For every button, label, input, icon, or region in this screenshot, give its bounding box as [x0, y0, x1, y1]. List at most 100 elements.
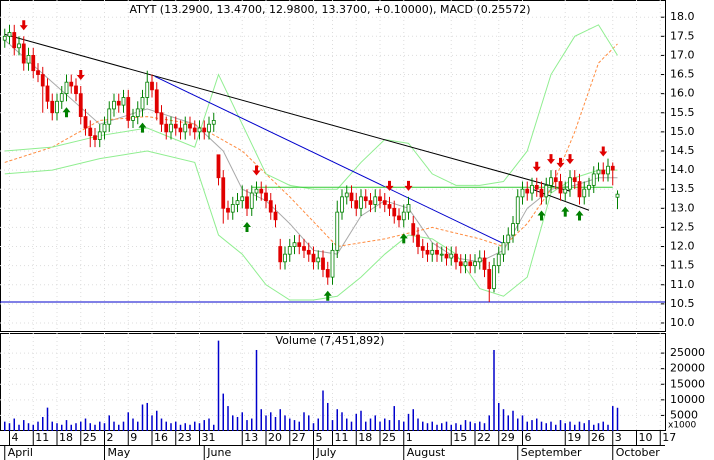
volume-bar: [236, 416, 239, 431]
volume-bar: [18, 424, 20, 431]
candle-body: [558, 181, 563, 194]
x-tick-label: 17: [662, 431, 676, 444]
y-tick-label: 13.0: [670, 201, 695, 214]
volume-bar: [469, 421, 471, 431]
volume-bar: [374, 415, 376, 431]
x-tick-label: 5: [316, 431, 323, 444]
x-tick-label: 27: [292, 431, 306, 444]
candle-body: [135, 108, 140, 117]
volume-bar: [298, 421, 300, 431]
volume-bar: [460, 424, 462, 431]
volume-tick-label: 5000: [670, 408, 698, 421]
x-tick-label: 23: [178, 431, 192, 444]
volume-bar: [578, 421, 581, 431]
candle-body: [131, 116, 135, 121]
volume-bar: [4, 421, 6, 431]
x-tick-label: 11: [35, 431, 49, 444]
indicator-line: [4, 24, 618, 190]
volume-bar: [279, 409, 281, 431]
candle-body: [515, 196, 520, 224]
buy-arrow: [537, 210, 546, 221]
volume-bar: [118, 424, 120, 431]
candle-body: [525, 188, 530, 194]
volume-bar: [403, 421, 405, 431]
volume-bar: [113, 421, 115, 431]
candle-body: [45, 85, 50, 102]
indicator-line: [4, 150, 618, 301]
x-tick-label: 1: [406, 431, 413, 444]
candle-body: [55, 100, 59, 114]
volume-bar: [350, 421, 353, 431]
candle-body: [21, 43, 26, 64]
x-tick-label: 26: [591, 431, 605, 444]
volume-bar: [398, 420, 400, 431]
candle-body: [454, 253, 458, 263]
volume-bar: [393, 406, 395, 431]
volume-bar: [246, 420, 248, 431]
candle-body: [102, 123, 107, 133]
y-tick-label: 10.0: [670, 316, 695, 329]
candle-body: [354, 200, 359, 209]
volume-bar: [436, 424, 438, 431]
volume-bar: [607, 424, 609, 431]
candle-body: [192, 127, 197, 133]
volume-bar: [455, 423, 457, 431]
volume-bar: [151, 415, 153, 431]
volume-bar: [251, 418, 253, 431]
candle-body: [235, 200, 240, 205]
volume-bar: [189, 424, 191, 431]
volume-bar: [13, 418, 15, 431]
volume-tick-label: 15000: [670, 377, 705, 390]
x-tick-label: 29: [501, 431, 515, 444]
candle-body: [382, 200, 387, 205]
candle-body: [93, 135, 97, 140]
candle-body: [458, 261, 463, 267]
candle-body: [601, 169, 606, 175]
volume-bar: [208, 418, 210, 431]
x-tick-label: 13: [244, 431, 258, 444]
volume-bar: [222, 393, 224, 431]
candle-body: [268, 200, 273, 213]
candle-body: [587, 184, 591, 190]
plot: [0, 20, 665, 431]
sell-arrow: [599, 146, 608, 157]
volume-bar: [355, 413, 357, 431]
x-tick-label: 9: [130, 431, 137, 444]
candle-body: [140, 97, 145, 110]
x-tick-label: 6: [525, 431, 532, 444]
volume-bar: [369, 418, 372, 431]
y-tick-label: 12.0: [670, 240, 695, 253]
candle-body: [473, 261, 477, 267]
candle-body: [577, 181, 582, 198]
volume-bar: [241, 412, 243, 431]
volume-bar: [70, 424, 72, 431]
volume-bar: [227, 406, 229, 431]
candle-body: [36, 70, 40, 75]
candle-body: [150, 81, 154, 91]
volume-bar: [479, 421, 481, 431]
candle-body: [188, 123, 192, 129]
volume-bar: [75, 423, 77, 431]
volume-tick-label: 10000: [670, 393, 705, 406]
volume-bar: [217, 340, 220, 431]
buy-arrow: [62, 107, 71, 118]
candle-body: [397, 215, 401, 221]
y-tick-label: 15.0: [670, 125, 695, 138]
volume-bar: [445, 421, 448, 431]
y-tick-label: 13.5: [670, 182, 695, 195]
candle-body: [363, 196, 368, 202]
volume-bar: [184, 423, 186, 431]
x-tick-label: 4: [12, 431, 19, 444]
volume-bar: [308, 415, 310, 431]
volume-bar: [232, 415, 234, 431]
volume-bar: [213, 424, 215, 431]
sell-arrow: [404, 180, 413, 191]
candle-body: [259, 188, 264, 194]
sell-arrow: [547, 154, 555, 165]
volume-bar: [170, 423, 172, 431]
candle-body: [69, 81, 74, 87]
candle-body: [7, 32, 12, 37]
month-label: July: [316, 446, 337, 459]
candle-body: [173, 123, 178, 129]
